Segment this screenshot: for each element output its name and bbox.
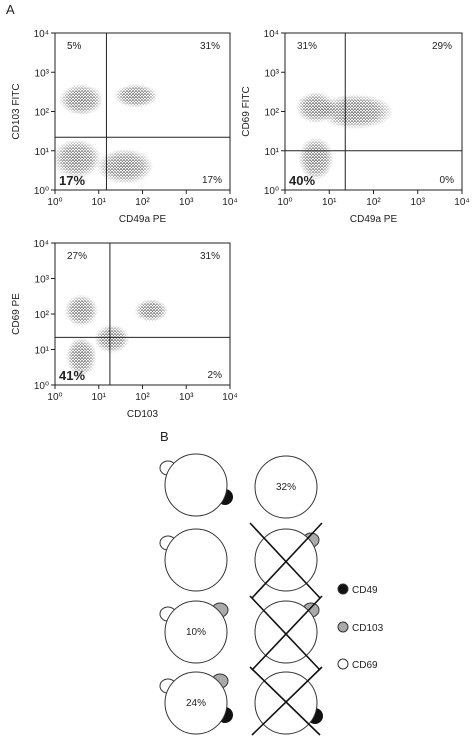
quadrant-label: 2%: [208, 370, 223, 381]
y-tick-label: 10⁴: [264, 29, 279, 40]
y-tick-label: 10⁰: [34, 186, 49, 197]
dot-cloud: [298, 137, 334, 181]
y-tick-label: 10³: [35, 68, 50, 79]
quadrant-label: 31%: [200, 251, 220, 262]
quadrant-label: 31%: [297, 41, 317, 52]
x-tick-label: 10⁴: [454, 197, 469, 208]
x-tick-label: 10⁴: [222, 197, 237, 208]
dot-cloud: [114, 84, 158, 108]
legend-label: CD49: [352, 585, 378, 596]
x-tick-label: 10¹: [92, 197, 107, 208]
dot-cloud: [65, 337, 97, 377]
dot-cloud: [52, 138, 101, 179]
legend-swatch: [337, 658, 349, 670]
y-tick-label: 10²: [35, 310, 50, 321]
y-tick-label: 10³: [265, 68, 280, 79]
cell-percent: 24%: [186, 698, 206, 709]
y-tick-label: 10⁴: [34, 29, 49, 40]
legend-swatch: [337, 583, 349, 595]
dot-cloud: [296, 91, 336, 124]
cell: [164, 671, 228, 735]
x-tick-label: 10⁰: [277, 197, 292, 208]
x-tick-label: 10³: [179, 392, 194, 403]
y-tick-label: 10⁴: [34, 239, 49, 250]
cross: [249, 522, 321, 599]
quadrant-label: 29%: [432, 41, 452, 52]
dot-cloud: [94, 324, 130, 354]
x-tick-label: 10³: [411, 197, 426, 208]
quadrant-label: 17%: [202, 175, 222, 186]
y-tick-label: 10¹: [35, 346, 50, 357]
quadrant-label: 40%: [289, 173, 315, 188]
dot-cloud: [64, 294, 98, 327]
quadrant-label: 27%: [67, 251, 87, 262]
x-tick-label: 10⁰: [47, 197, 62, 208]
diagram: B 32% 10% 24% CD49 C: [159, 429, 384, 736]
panel-label: A: [6, 2, 15, 17]
cell: [164, 600, 228, 664]
cross: [249, 595, 321, 671]
x-tick-label: 10⁰: [47, 392, 62, 403]
plot: 10⁰ 10¹ 10² 10³ 10⁴ 10⁰ 10¹ 10² 10³ 10⁴ CD49a PE CD…: [11, 29, 238, 225]
x-tick-label: 10²: [366, 197, 381, 208]
x-tick-label: 10²: [135, 197, 150, 208]
y-axis-label: CD69 PE: [11, 293, 22, 335]
cell: [254, 455, 318, 519]
y-tick-label: 10¹: [35, 147, 50, 158]
cross: [251, 666, 323, 736]
cell-percent: 32%: [276, 482, 296, 493]
y-tick-label: 10³: [35, 275, 50, 286]
legend-swatch: [337, 621, 349, 633]
x-tick-label: 10³: [179, 197, 194, 208]
legend-label: CD103: [352, 623, 384, 634]
panel-label: B: [160, 429, 169, 444]
x-tick-label: 10¹: [92, 392, 107, 403]
y-tick-label: 10⁰: [34, 381, 49, 392]
quadrant-label: 17%: [59, 173, 85, 188]
x-axis-label: CD49a PE: [350, 214, 398, 225]
dot-cloud: [318, 93, 394, 130]
dot-cloud: [59, 84, 104, 116]
dot-cloud: [134, 299, 168, 322]
x-tick-label: 10²: [135, 392, 150, 403]
y-tick-label: 10²: [35, 108, 50, 119]
cross: [251, 595, 323, 671]
x-axis-label: CD49a PE: [119, 214, 167, 225]
y-tick-label: 10²: [265, 108, 280, 119]
cross: [249, 666, 321, 736]
quadrant-label: 5%: [67, 41, 82, 52]
y-tick-label: 10¹: [265, 147, 280, 158]
y-axis-label: CD103 FITC: [11, 83, 22, 139]
quadrant-label: 41%: [59, 368, 85, 383]
cell: [254, 600, 318, 664]
legend-label: CD69: [352, 660, 378, 671]
cell: [164, 528, 228, 592]
x-axis-label: CD103: [127, 409, 159, 420]
cell: [164, 453, 228, 517]
y-tick-label: 10⁰: [264, 186, 279, 197]
cross: [251, 522, 323, 599]
plot: 10⁰ 10¹ 10² 10³ 10⁴ 10⁰ 10¹ 10² 10³ 10⁴ CD103 CD69 …: [11, 239, 238, 420]
y-axis-label: CD69 FITC: [241, 86, 252, 137]
x-tick-label: 10¹: [322, 197, 337, 208]
quadrant-label: 0%: [440, 175, 455, 186]
x-tick-label: 10⁴: [222, 392, 237, 403]
dot-cloud: [96, 148, 154, 185]
cell-percent: 10%: [186, 627, 206, 638]
plot: 10⁰ 10¹ 10² 10³ 10⁴ 10⁰ 10¹ 10² 10³ 10⁴ CD49a PE CD…: [241, 29, 470, 225]
quadrant-label: 31%: [200, 41, 220, 52]
